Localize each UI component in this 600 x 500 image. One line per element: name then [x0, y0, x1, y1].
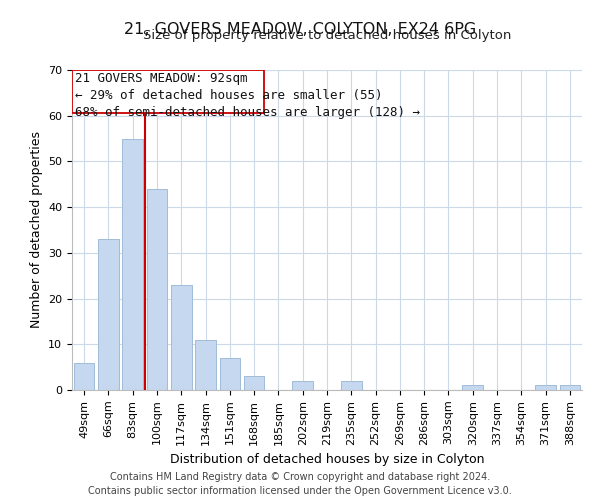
- Bar: [195, 340, 216, 390]
- Bar: [146, 189, 167, 390]
- Bar: [341, 381, 362, 390]
- Bar: [171, 285, 191, 390]
- Bar: [560, 386, 580, 390]
- Bar: [74, 362, 94, 390]
- Text: Contains public sector information licensed under the Open Government Licence v3: Contains public sector information licen…: [88, 486, 512, 496]
- Bar: [244, 376, 265, 390]
- X-axis label: Distribution of detached houses by size in Colyton: Distribution of detached houses by size …: [170, 453, 484, 466]
- Bar: [463, 386, 483, 390]
- Bar: [292, 381, 313, 390]
- Bar: [220, 358, 240, 390]
- FancyBboxPatch shape: [73, 70, 264, 114]
- Bar: [98, 239, 119, 390]
- Title: Size of property relative to detached houses in Colyton: Size of property relative to detached ho…: [143, 30, 511, 43]
- Text: Contains HM Land Registry data © Crown copyright and database right 2024.: Contains HM Land Registry data © Crown c…: [110, 472, 490, 482]
- Text: 21 GOVERS MEADOW: 92sqm
← 29% of detached houses are smaller (55)
68% of semi-de: 21 GOVERS MEADOW: 92sqm ← 29% of detache…: [75, 72, 420, 118]
- Y-axis label: Number of detached properties: Number of detached properties: [29, 132, 43, 328]
- Text: 21, GOVERS MEADOW, COLYTON, EX24 6PG: 21, GOVERS MEADOW, COLYTON, EX24 6PG: [124, 22, 476, 38]
- Bar: [535, 386, 556, 390]
- Bar: [122, 138, 143, 390]
